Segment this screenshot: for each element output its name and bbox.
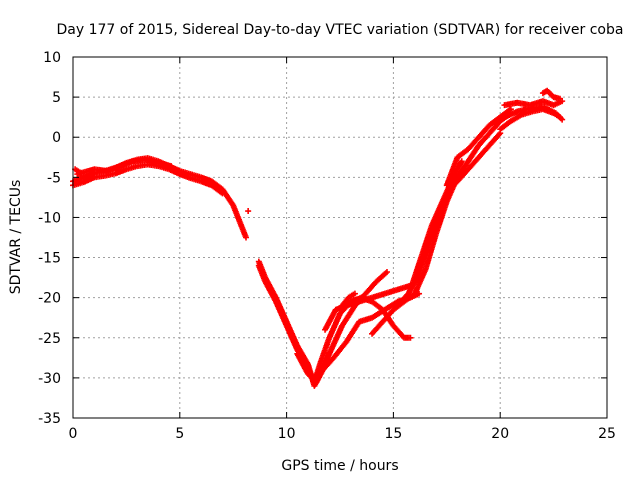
- data-point: [559, 116, 566, 123]
- x-tick-label: 15: [384, 426, 402, 442]
- series-arc-h: [339, 290, 358, 309]
- data-points: [70, 87, 566, 389]
- data-point: [168, 163, 175, 170]
- data-point: [245, 208, 252, 215]
- x-tick-label: 0: [69, 426, 78, 442]
- data-point: [407, 334, 414, 341]
- x-tick-label: 20: [491, 426, 509, 442]
- x-tick-label: 25: [598, 426, 616, 442]
- chart-title: Day 177 of 2015, Sidereal Day-to-day VTE…: [57, 22, 624, 38]
- x-tick-label: 5: [175, 426, 184, 442]
- y-tick-label: 0: [52, 130, 61, 146]
- y-tick-label: -10: [38, 210, 61, 226]
- y-tick-label: -25: [38, 331, 61, 347]
- y-tick-label: -35: [38, 411, 61, 427]
- series-arc-q: [72, 166, 85, 177]
- data-point: [351, 290, 358, 297]
- series-arc-d: [255, 262, 414, 385]
- series-arc-f: [294, 268, 390, 385]
- data-point: [78, 170, 85, 177]
- data-point: [219, 190, 226, 197]
- series-arc-e: [255, 258, 423, 389]
- y-tick-label: -5: [47, 170, 61, 186]
- axis-ticks: 0 5 10 15 20 25 -35 -30 -25 -20 -15 -10 -5 0 5 10: [38, 50, 616, 442]
- data-point: [383, 268, 390, 275]
- y-tick-label: -20: [38, 291, 61, 307]
- data-point: [458, 158, 465, 165]
- series-arc-b: [70, 161, 226, 197]
- y-tick-label: 10: [43, 50, 61, 66]
- grid: [73, 57, 607, 418]
- data-point: [507, 106, 514, 113]
- x-tick-label: 10: [278, 426, 296, 442]
- x-axis-label: GPS time / hours: [281, 458, 398, 474]
- data-point: [243, 234, 250, 241]
- series-arc-l: [443, 106, 514, 189]
- series-arc-o: [501, 103, 566, 123]
- y-tick-label: -30: [38, 371, 61, 387]
- plot-frame: [72, 56, 608, 419]
- data-point: [557, 95, 564, 102]
- series-arc-p: [539, 87, 564, 102]
- y-axis-label: SDTVAR / TECUs: [8, 180, 24, 295]
- series-arc-n: [501, 98, 566, 109]
- y-tick-label: 5: [52, 90, 61, 106]
- series-arc-r: [245, 208, 252, 215]
- series-arc-c: [74, 156, 175, 178]
- y-tick-label: -15: [38, 251, 61, 267]
